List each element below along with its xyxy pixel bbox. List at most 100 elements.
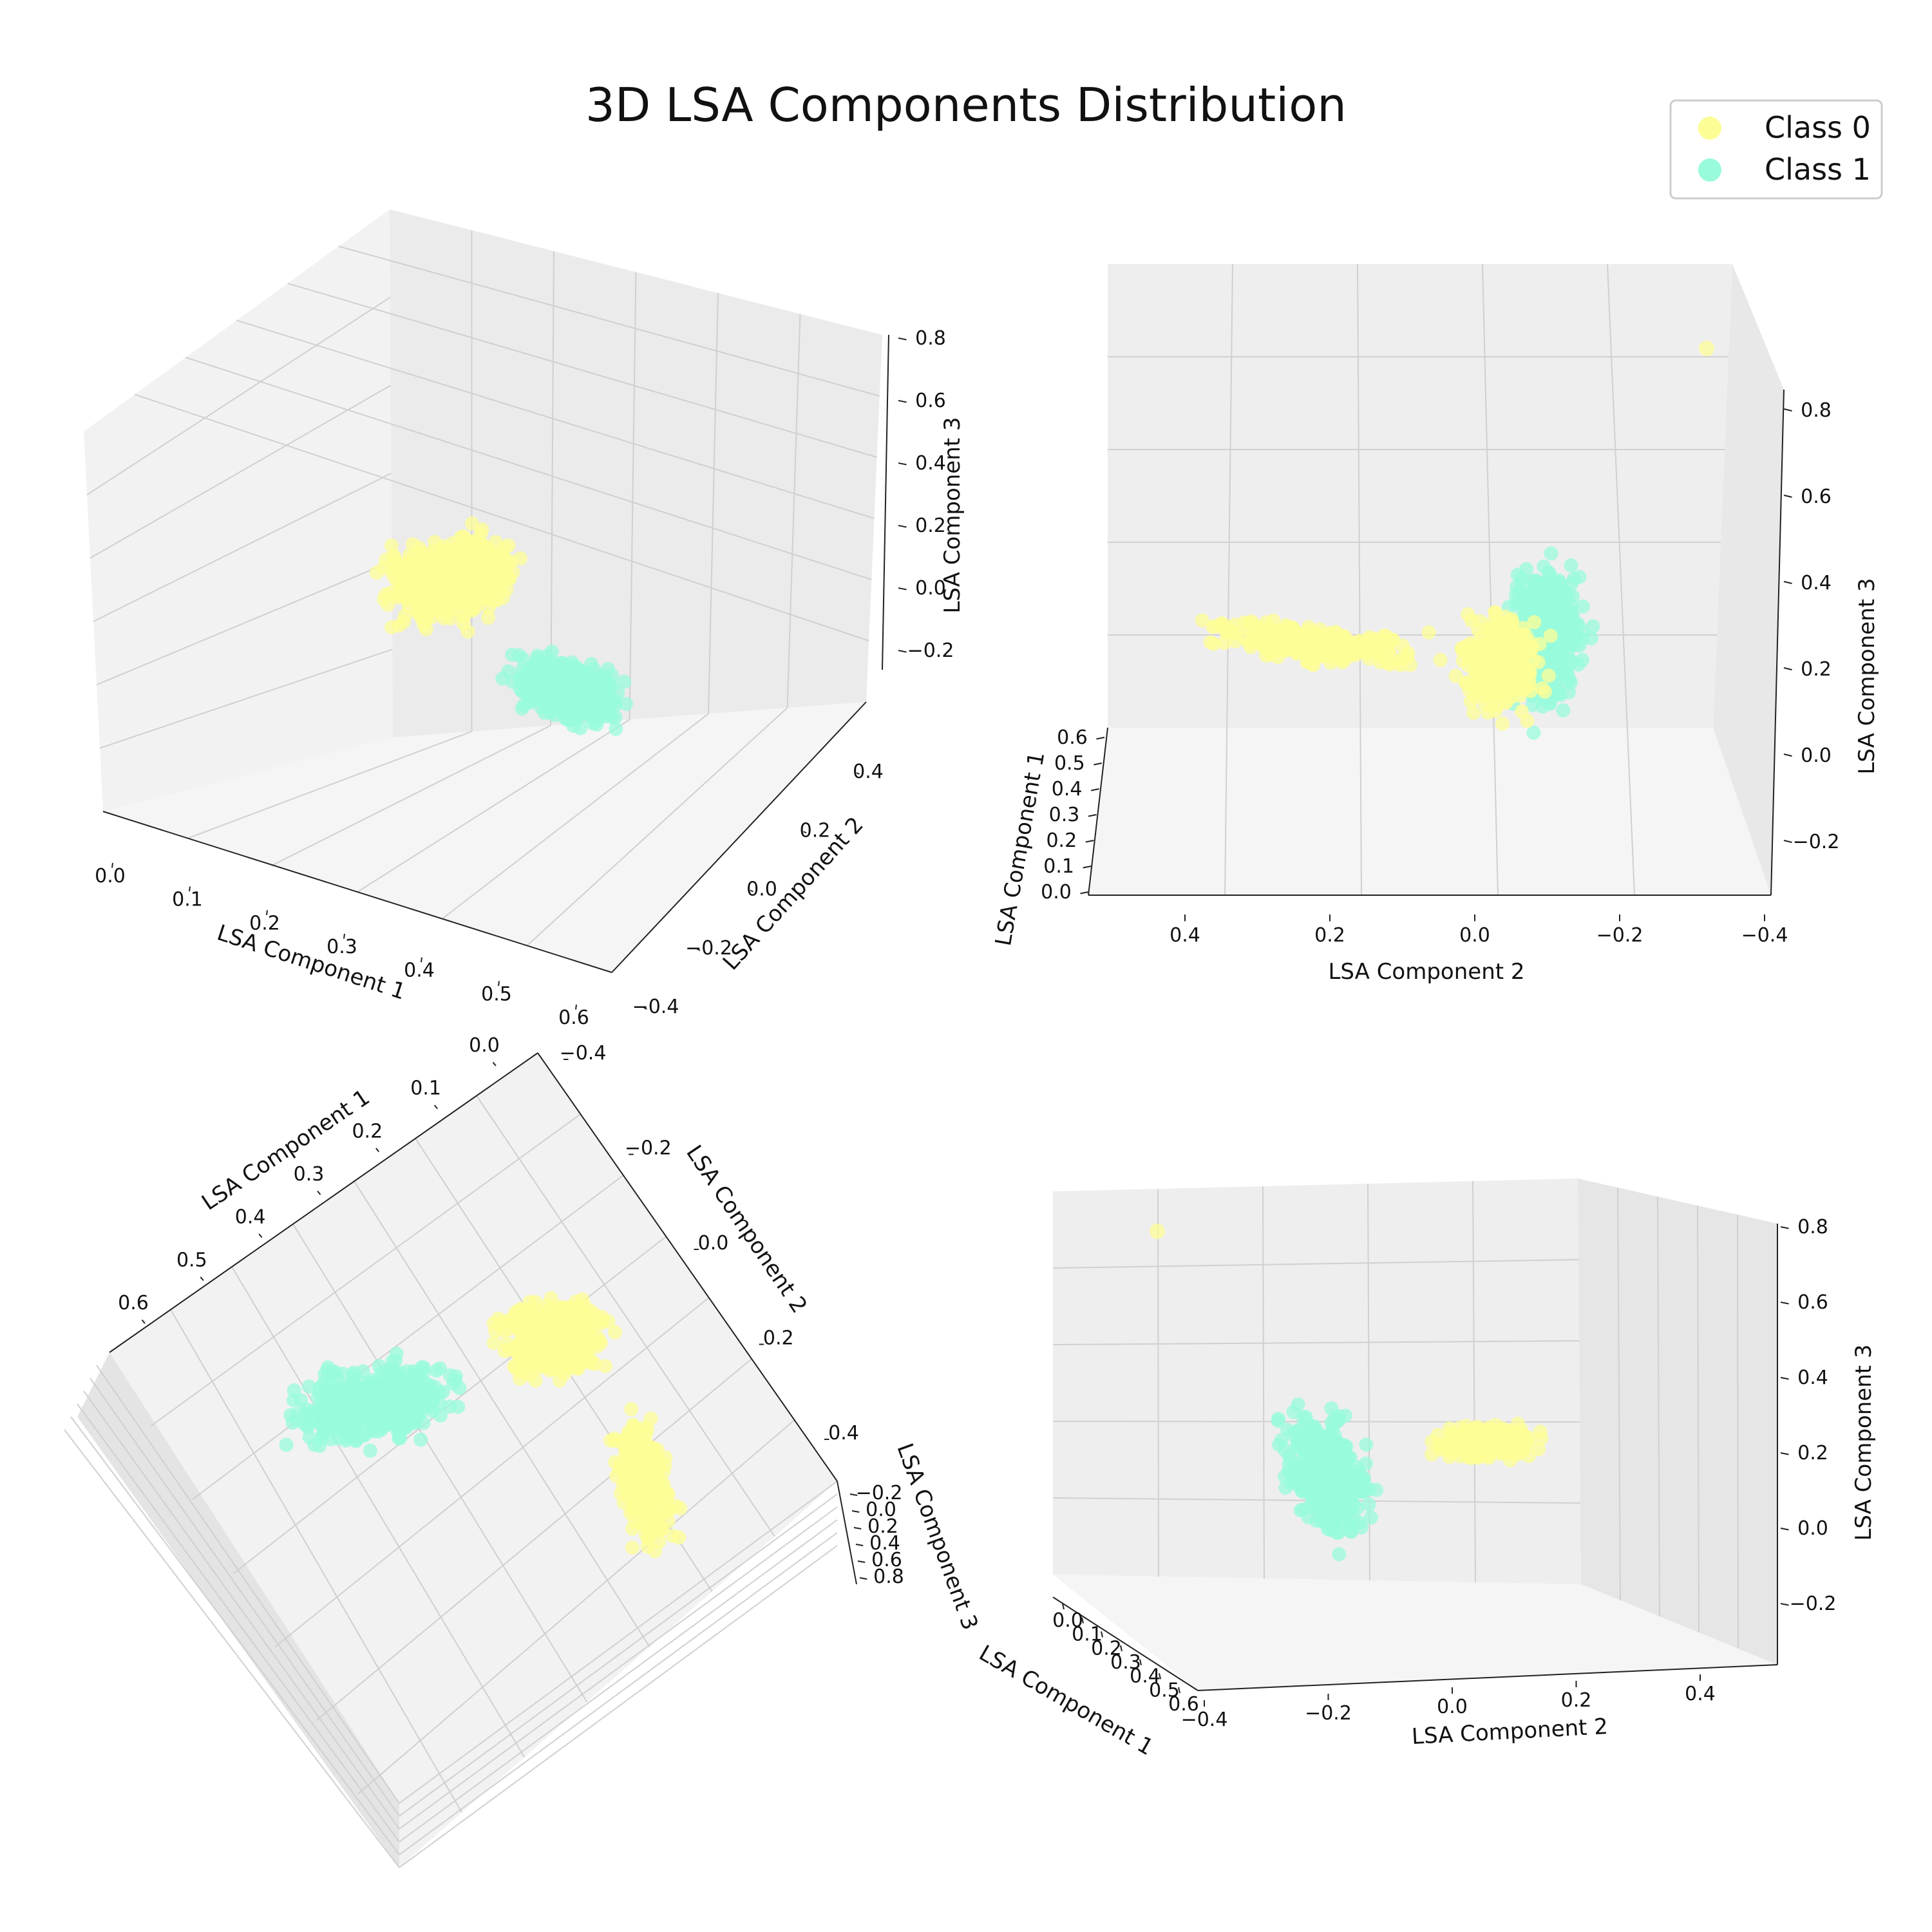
class-1-point [1369, 1482, 1384, 1497]
class-0-point [488, 535, 503, 549]
class-0-point [1506, 641, 1520, 656]
x-axis-tick [1085, 840, 1094, 843]
class-1-point [323, 1432, 338, 1446]
z-axis-tick-label: 0.0 [915, 577, 946, 600]
gridline [1697, 1205, 1700, 1633]
class-1-point [1556, 703, 1571, 718]
gridline [786, 314, 801, 708]
class-1-point [501, 664, 516, 679]
class-1-point [1566, 610, 1581, 625]
x-axis-tick-label: 0.3 [1110, 1651, 1141, 1674]
class-0-point [536, 1336, 551, 1351]
x-axis-tick-label: 0.2 [352, 1120, 383, 1142]
gridline [93, 473, 392, 622]
x-axis-tick-label: 0.6 [1168, 1693, 1199, 1716]
class-0-point [1471, 623, 1486, 638]
class-1-point [554, 699, 569, 714]
x-axis-tick-label: 0.6 [118, 1292, 149, 1314]
class-0-point [626, 1417, 641, 1432]
x-axis-tick-label: 0.1 [172, 889, 203, 911]
x-axis-line [1088, 727, 1108, 896]
gridline [629, 272, 637, 720]
class-1-point [315, 1407, 330, 1422]
class-1-point [1537, 559, 1551, 574]
class-0-point [426, 601, 441, 616]
y-axis-tick-label: 0.2 [1561, 1689, 1592, 1712]
pane-right [1713, 264, 1784, 895]
class-0-point [625, 1470, 640, 1485]
class-1-point [561, 685, 576, 699]
class-0-point [625, 1521, 640, 1536]
class-0-point [464, 576, 478, 591]
class-0-point [1290, 644, 1305, 659]
class-1-point [413, 1432, 428, 1447]
class-0-point [645, 1514, 659, 1529]
class-1-point [317, 1392, 332, 1407]
class-1-point [1363, 1510, 1378, 1525]
z-axis-line [1770, 389, 1785, 896]
class-0-point [660, 1485, 675, 1500]
gridline [1224, 263, 1233, 896]
class-0-point [564, 1349, 578, 1363]
legend-label-class-0: Class 0 [1765, 110, 1871, 145]
class-0-point [1532, 637, 1547, 652]
class-0-point [477, 591, 491, 606]
z-axis-tick [849, 1493, 858, 1496]
y-axis-tick-label: 0.0 [1437, 1696, 1468, 1718]
y-axis-tick-label: 0.4 [853, 761, 884, 783]
gridline [90, 384, 392, 559]
z-axis-tick-label: −0.2 [907, 639, 954, 662]
class-0-point [1520, 714, 1535, 728]
class-1-point [1318, 1429, 1332, 1444]
class-0-point [511, 1303, 526, 1318]
class-0-point [553, 1363, 568, 1378]
class-0-point [556, 1300, 571, 1314]
class-0-point [1515, 651, 1530, 666]
y-axis-tick-label: −0.2 [1305, 1702, 1352, 1725]
gridline [77, 1403, 400, 1842]
gridline [526, 707, 788, 947]
pane-floor [1088, 728, 1771, 895]
gridline [316, 1358, 752, 1721]
class-0-point [1491, 634, 1506, 649]
z-axis-tick [898, 587, 907, 591]
x-axis-tick [343, 933, 345, 939]
x-axis-line [109, 1052, 538, 1353]
y-axis-tick-label: 0.4 [828, 1422, 859, 1444]
z-axis-label: LSA Component 3 [1854, 578, 1880, 774]
class-1-point [416, 1360, 431, 1375]
gridline [1657, 1196, 1660, 1617]
z-axis-tick [1780, 1452, 1789, 1455]
class-0-point [612, 1463, 627, 1478]
z-axis-tick-label: 0.6 [871, 1549, 902, 1571]
x-axis-tick-label: 0.5 [1149, 1679, 1180, 1701]
class-0-point [587, 1356, 602, 1371]
x-axis-line [102, 811, 612, 973]
x-axis-tick-label: 0.2 [249, 912, 280, 934]
gridline [64, 1429, 400, 1868]
class-1-point [372, 1359, 386, 1374]
class-0-point [436, 543, 451, 558]
class-0-point [1499, 694, 1514, 708]
class-1-point [527, 670, 542, 685]
z-axis-line [837, 1481, 857, 1585]
class-1-point [370, 1424, 385, 1439]
x-axis-tick [317, 1190, 321, 1195]
x-axis-tick [1081, 1617, 1084, 1624]
class-0-point [1279, 642, 1294, 657]
gridline [338, 245, 880, 397]
z-axis-tick-label: 0.6 [915, 390, 946, 412]
z-axis-label: LSA Component 3 [1851, 1344, 1877, 1540]
class-1-point [1551, 598, 1566, 613]
z-axis-tick-label: 0.6 [1801, 486, 1832, 508]
gridline [134, 393, 869, 641]
x-axis-tick [492, 1061, 497, 1066]
x-axis-tick [258, 1233, 263, 1238]
class-0-point [1307, 625, 1322, 640]
class-1-point [283, 1408, 298, 1423]
legend-label-class-1: Class 1 [1765, 152, 1871, 187]
class-1-point [1569, 637, 1584, 652]
x-axis-tick-label: 0.4 [1130, 1665, 1160, 1688]
class-1-point [301, 1416, 316, 1431]
panel-default-view: 0.0 0.1 0.2 0.3 0.4 0.5 0.6 −0.4 −0.2 0.0 0.2 0.4 −0… [84, 209, 965, 1029]
